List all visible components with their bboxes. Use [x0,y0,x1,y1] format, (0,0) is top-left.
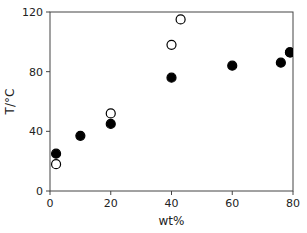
x-tick [171,191,172,195]
point [167,40,176,49]
point [106,109,115,118]
y-tick [46,191,50,192]
x-tick-label: 20 [104,197,118,210]
y-tick-label: 0 [36,185,43,198]
chart: 0 20 40 60 80 0 40 80 120 wt% T/°C [0,0,307,233]
x-tick-label: 60 [225,197,239,210]
point [52,149,61,158]
x-tick [50,191,51,195]
point [285,48,293,57]
x-tick-label: 80 [286,197,300,210]
point [228,61,237,70]
y-tick-label: 120 [22,6,43,19]
plot-area [52,15,293,169]
y-tick-label: 80 [29,66,43,79]
point [276,58,285,67]
y-tick [46,131,50,132]
x-tick [293,191,294,195]
point [167,73,176,82]
point [176,15,185,24]
y-tick [46,12,50,13]
x-tick [232,191,233,195]
x-tick-label: 0 [47,197,54,210]
y-tick-label: 40 [29,125,43,138]
plot-frame [50,12,293,191]
point [76,131,85,140]
point [106,119,115,128]
point [52,160,61,169]
x-tick [110,191,111,195]
x-axis-label: wt% [159,214,185,228]
point [285,48,293,57]
y-tick [46,71,50,72]
y-axis-label: T/°C [3,89,17,116]
x-tick-label: 40 [165,197,179,210]
